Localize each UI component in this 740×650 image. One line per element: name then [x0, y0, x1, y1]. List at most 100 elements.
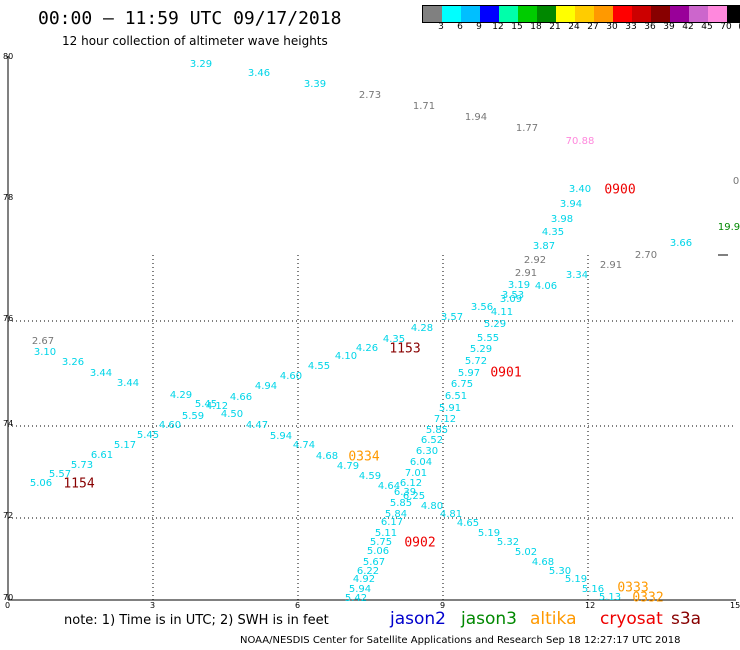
legend-swatch — [670, 6, 689, 22]
wave-height-value: 4.35 — [382, 334, 406, 345]
wave-height-value: 70.88 — [565, 136, 595, 147]
legend-swatch — [518, 6, 537, 22]
wave-height-value: 3.87 — [532, 241, 556, 252]
lon-tick-label: 6 — [295, 601, 301, 610]
wave-height-value: 4.47 — [245, 420, 269, 431]
legend-swatch — [575, 6, 594, 22]
wave-height-value: 3.44 — [116, 378, 140, 389]
wave-height-value: 4.28 — [410, 323, 434, 334]
wave-height-value: 5.59 — [181, 411, 205, 422]
wave-height-value: 4.92 — [352, 574, 376, 585]
satellite-altika: altika — [530, 609, 577, 629]
wave-height-value: 5.85 — [425, 425, 449, 436]
wave-height-value: 3.09 — [499, 294, 523, 305]
wave-height-value: 3.39 — [303, 79, 327, 90]
wave-height-value: 5.73 — [70, 460, 94, 471]
wave-height-value: 5.91 — [438, 403, 462, 414]
wave-height-value: 4.94 — [254, 381, 278, 392]
wave-height-value: 1.77 — [515, 123, 539, 134]
legend-swatch — [594, 6, 613, 22]
color-legend — [422, 5, 740, 23]
legend-swatch — [708, 6, 727, 22]
wave-height-value: 6.52 — [420, 435, 444, 446]
legend-swatch — [651, 6, 670, 22]
wave-height-value: 4.29 — [169, 390, 193, 401]
legend-label: 18 — [530, 22, 542, 32]
wave-height-value: 4.59 — [358, 471, 382, 482]
lon-tick-label: 9 — [440, 601, 446, 610]
wave-height-value: 5.29 — [483, 319, 507, 330]
wave-height-value: 4.35 — [541, 227, 565, 238]
wave-height-value: 3.94 — [559, 199, 583, 210]
satellite-cryosat: cryosat — [600, 609, 663, 629]
legend-label: 36 — [644, 22, 656, 32]
wave-height-value: 5.32 — [496, 537, 520, 548]
wave-height-value: 5.75 — [369, 537, 393, 548]
wave-height-value: 4.68 — [531, 557, 555, 568]
wave-height-value: 5.94 — [269, 431, 293, 442]
legend-swatch — [632, 6, 651, 22]
wave-height-value: 5.30 — [548, 566, 572, 577]
wave-height-value: 4.60 — [279, 371, 303, 382]
wave-height-value: 5.19 — [477, 528, 501, 539]
wave-height-value: 3.26 — [61, 357, 85, 368]
wave-height-value: 3.34 — [565, 270, 589, 281]
legend-swatch — [499, 6, 518, 22]
wave-height-value: 6.25 — [402, 491, 426, 502]
wave-height-value: 7.01 — [404, 468, 428, 479]
wave-height-value: 4.55 — [307, 361, 331, 372]
wave-height-value: 5.97 — [457, 368, 481, 379]
wave-height-value: 5.57 — [48, 469, 72, 480]
wave-height-value: 5.55 — [476, 333, 500, 344]
wave-height-value: 1.94 — [464, 112, 488, 123]
wave-height-value: 2.70 — [634, 250, 658, 261]
wave-height-value: 2.91 — [514, 268, 538, 279]
wave-height-value: 3.19 — [507, 280, 531, 291]
legend-swatch — [442, 6, 461, 22]
legend-label: 30 — [606, 22, 618, 32]
lat-tick-label: 72 — [3, 511, 14, 520]
wave-height-value: 4.81 — [439, 509, 463, 520]
wave-height-value: 4.74 — [292, 440, 316, 451]
legend-swatch — [461, 6, 480, 22]
wave-height-value: 4.80 — [420, 501, 444, 512]
legend-label: 70 — [720, 22, 732, 32]
legend-label: 15 — [511, 22, 523, 32]
wave-height-value: 5.16 — [581, 584, 605, 595]
pass-time-label: 0333 — [617, 580, 649, 596]
legend-label: (ft) — [738, 22, 740, 32]
pass-time-label: 0334 — [348, 449, 380, 465]
legend-swatch — [689, 6, 708, 22]
wave-height-value: 5.85 — [389, 498, 413, 509]
wave-height-value: 6.12 — [399, 478, 423, 489]
legend-swatch — [480, 6, 499, 22]
lat-tick-label: 76 — [3, 314, 14, 323]
wave-height-value: 3.98 — [550, 214, 574, 225]
wave-height-value: 5.19 — [564, 574, 588, 585]
wave-height-value: 6.75 — [450, 379, 474, 390]
legend-label: 12 — [492, 22, 504, 32]
wave-height-value: 4.10 — [334, 351, 358, 362]
satellite-jason2: jason2 — [390, 609, 446, 629]
wave-height-value: 2.92 — [523, 255, 547, 266]
lon-tick-label: 3 — [150, 601, 156, 610]
wave-height-value: 7.12 — [433, 414, 457, 425]
legend-label: 9 — [476, 22, 482, 32]
wave-height-value: 0 — [732, 176, 740, 187]
pass-time-label: 0901 — [490, 365, 522, 381]
wave-height-value: 4.66 — [229, 392, 253, 403]
wave-height-value: 4.11 — [490, 307, 514, 318]
lat-tick-label: 70 — [3, 593, 14, 602]
wave-height-value: 2.67 — [31, 336, 55, 347]
legend-label: 45 — [701, 22, 713, 32]
lon-tick-label: 0 — [5, 601, 11, 610]
wave-height-value: 5.45 — [136, 430, 160, 441]
lon-tick-label: 15 — [730, 601, 740, 610]
wave-height-value: 3.57 — [440, 312, 464, 323]
wave-height-value: 5.06 — [29, 478, 53, 489]
legend-swatch — [727, 6, 740, 22]
wave-height-value: 6.22 — [356, 566, 380, 577]
lat-tick-label: 80 — [3, 52, 14, 61]
pass-time-label: 0900 — [604, 182, 636, 198]
lat-tick-label: 74 — [3, 419, 14, 428]
